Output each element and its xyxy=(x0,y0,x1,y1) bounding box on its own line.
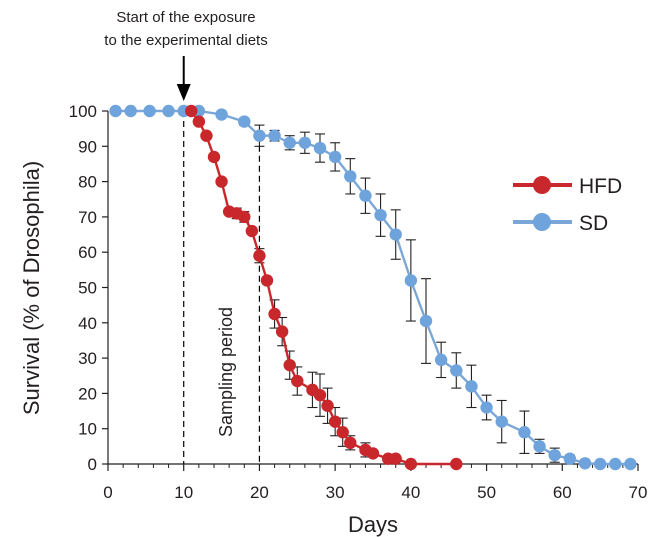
legend-sd-marker xyxy=(533,213,551,231)
hfd-point xyxy=(321,399,334,412)
sd-point xyxy=(563,452,577,465)
sd-point xyxy=(253,129,266,142)
y-tick-label: 100 xyxy=(69,102,97,121)
hfd-point xyxy=(450,457,463,471)
hfd-point xyxy=(283,358,296,372)
sd-point xyxy=(495,415,508,428)
hfd-point xyxy=(260,274,274,287)
exposure-annotation-line1: Start of the exposure xyxy=(116,9,255,26)
sd-point xyxy=(109,104,122,118)
hfd-point xyxy=(344,436,357,450)
y-tick-label: 30 xyxy=(78,349,97,368)
hfd-point xyxy=(313,388,327,402)
x-tick-label: 20 xyxy=(250,483,269,502)
hfd-point xyxy=(275,325,289,338)
sd-point xyxy=(328,150,342,164)
y-tick-label: 70 xyxy=(78,208,97,227)
sd-point xyxy=(480,401,493,414)
sd-point xyxy=(465,380,478,393)
sd-point xyxy=(450,364,463,377)
sd-point xyxy=(578,457,592,470)
sd-point xyxy=(593,457,607,471)
error-bars xyxy=(231,117,590,465)
x-tick-label: 10 xyxy=(174,483,193,502)
hfd-point xyxy=(200,129,213,142)
legend-sd-label: SD xyxy=(579,212,608,235)
sd-point xyxy=(419,314,433,328)
sd-point xyxy=(283,136,296,149)
exposure-annotation-line2: to the experimental diets xyxy=(104,32,267,49)
sd-point xyxy=(404,274,418,287)
y-tick-label: 50 xyxy=(78,279,97,298)
y-tick-label: 80 xyxy=(78,173,97,192)
sd-point xyxy=(313,141,327,155)
sd-point xyxy=(533,440,546,453)
sd-line xyxy=(115,109,631,466)
hfd-point xyxy=(253,249,266,262)
hfd-point xyxy=(389,452,402,465)
x-tick-label: 40 xyxy=(401,483,420,502)
x-tick-label: 50 xyxy=(477,483,496,502)
hfd-point xyxy=(192,115,206,128)
annotations xyxy=(176,56,261,464)
hfd-point xyxy=(366,447,380,460)
sampling-period-label: Sampling period xyxy=(216,307,236,437)
hfd-point xyxy=(328,415,342,428)
legend-hfd-label: HFD xyxy=(579,175,622,198)
hfd-point xyxy=(238,210,251,224)
x-tick-label: 30 xyxy=(326,483,345,502)
hfd-point xyxy=(336,426,349,439)
hfd-point xyxy=(291,374,304,388)
sd-point xyxy=(389,228,402,241)
sd-point xyxy=(609,457,622,471)
legend: HFD SD xyxy=(513,175,622,235)
hfd-point xyxy=(268,307,281,321)
y-tick-label: 60 xyxy=(78,243,97,262)
y-tick-label: 20 xyxy=(78,384,97,403)
sd-point xyxy=(344,170,357,183)
sd-point xyxy=(518,426,531,439)
sd-point xyxy=(215,108,228,121)
sd-point xyxy=(359,189,372,202)
x-tick-label: 0 xyxy=(103,483,112,502)
hfd-point xyxy=(404,457,418,471)
y-tick-label: 40 xyxy=(78,314,97,333)
y-tick-label: 10 xyxy=(78,420,97,439)
hfd-point xyxy=(245,224,259,238)
sd-point xyxy=(238,115,251,128)
y-axis-title: Survival (% of Drosophila) xyxy=(19,161,44,415)
hfd-point xyxy=(215,175,228,188)
x-tick-label: 60 xyxy=(553,483,572,502)
series-points xyxy=(109,104,637,471)
sd-point xyxy=(434,353,448,367)
y-tick-label: 90 xyxy=(78,137,97,156)
sd-point xyxy=(162,104,175,118)
sd-point xyxy=(298,136,312,149)
series-lines xyxy=(115,109,631,466)
sd-point xyxy=(624,457,637,471)
sd-point xyxy=(374,208,387,222)
y-tick-label: 0 xyxy=(88,455,97,474)
legend-hfd-marker xyxy=(533,176,551,194)
sd-point xyxy=(548,448,561,462)
sd-point xyxy=(124,104,137,118)
hfd-point xyxy=(207,150,221,164)
x-tick-label: 70 xyxy=(629,483,648,502)
exposure-arrow-head xyxy=(176,84,191,101)
x-axis-title: Days xyxy=(348,512,398,537)
hfd-point xyxy=(185,104,198,118)
axes: 0 10 20 30 40 50 60 70 80 90 100 0 10 20 30 40 50 60 70 xyxy=(69,102,648,502)
sd-point xyxy=(143,104,156,118)
sd-point xyxy=(268,129,281,142)
